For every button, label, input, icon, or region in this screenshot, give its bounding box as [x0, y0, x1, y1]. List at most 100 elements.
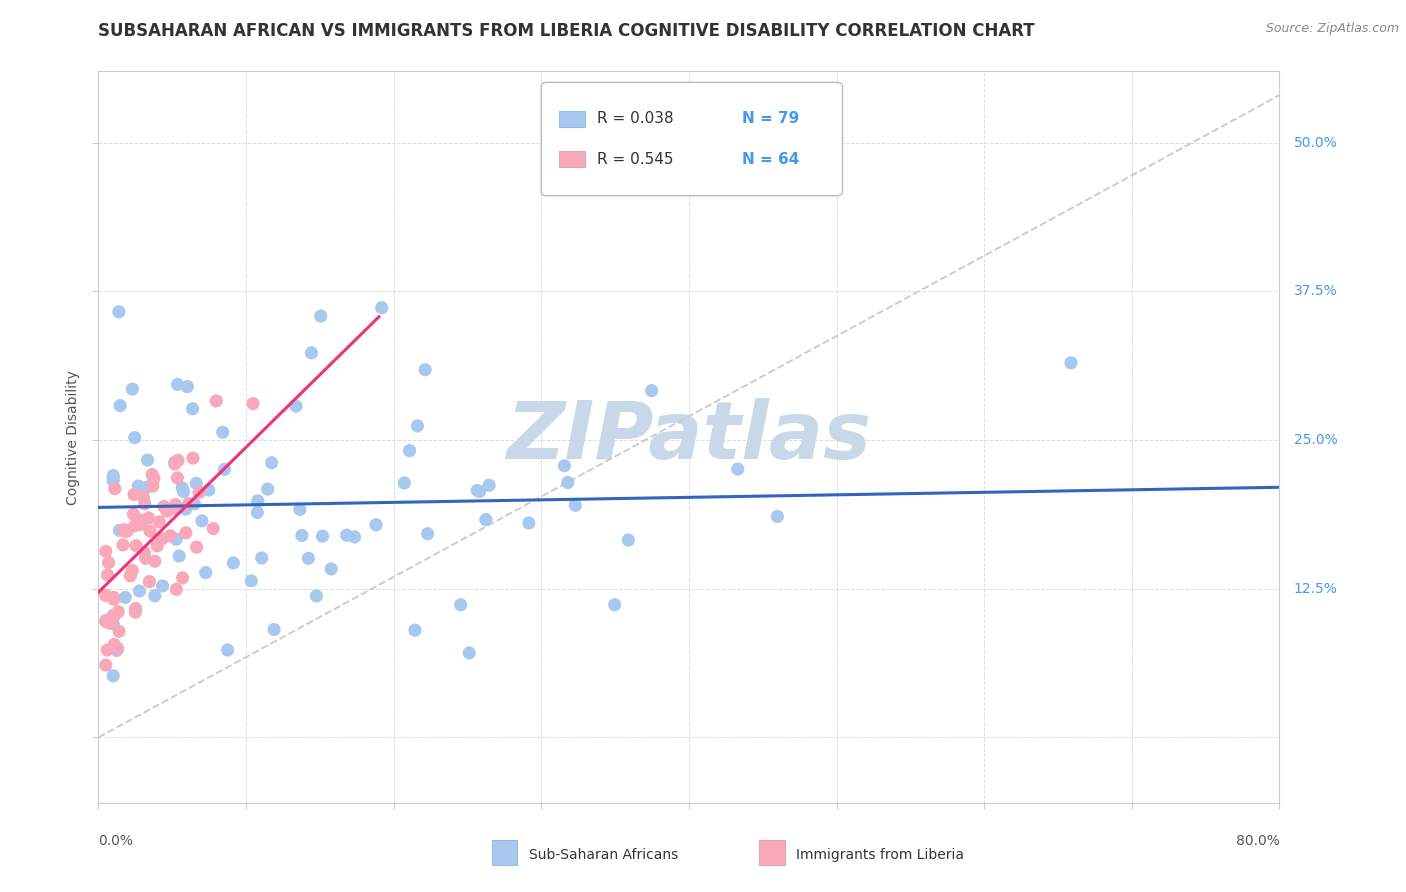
Text: Source: ZipAtlas.com: Source: ZipAtlas.com	[1265, 22, 1399, 36]
Text: 0.0%: 0.0%	[98, 834, 134, 848]
Point	[202, 522, 225, 536]
Text: Sub-Saharan Africans: Sub-Saharan Africans	[529, 847, 678, 862]
Point	[242, 396, 264, 410]
Text: N = 79: N = 79	[742, 112, 800, 127]
Point	[128, 584, 150, 599]
Point	[127, 479, 149, 493]
Point	[564, 499, 586, 513]
Point	[167, 549, 190, 563]
Point	[139, 524, 162, 538]
Point	[124, 601, 146, 615]
Point	[138, 574, 160, 589]
Point	[143, 589, 166, 603]
Point	[177, 496, 200, 510]
Point	[163, 501, 186, 516]
Point	[188, 485, 211, 500]
Point	[103, 471, 125, 485]
Point	[299, 346, 322, 360]
Point	[458, 646, 481, 660]
Point	[260, 456, 283, 470]
Point	[163, 455, 186, 469]
Point	[152, 579, 174, 593]
Point	[111, 538, 134, 552]
Point	[120, 568, 142, 582]
Point	[311, 529, 333, 543]
Text: 50.0%: 50.0%	[1294, 136, 1337, 150]
Point	[115, 524, 138, 538]
Point	[148, 515, 170, 529]
Point	[142, 479, 165, 493]
Point	[108, 399, 131, 413]
Point	[394, 475, 416, 490]
Point	[343, 530, 366, 544]
Point	[305, 589, 328, 603]
Point	[103, 592, 125, 607]
Point	[159, 529, 181, 543]
Point	[288, 502, 311, 516]
Point	[183, 497, 205, 511]
Point	[321, 562, 343, 576]
Point	[617, 533, 640, 548]
Point	[766, 509, 789, 524]
Point	[94, 614, 117, 628]
Point	[124, 431, 146, 445]
Point	[96, 568, 118, 582]
Point	[181, 451, 204, 466]
Point	[156, 504, 179, 518]
Point	[121, 382, 143, 396]
Point	[211, 425, 233, 440]
Point	[297, 551, 319, 566]
Point	[94, 544, 117, 558]
Point	[97, 556, 120, 570]
Point	[285, 399, 308, 413]
Point	[121, 564, 143, 578]
Point	[186, 476, 208, 491]
Text: ZIPatlas: ZIPatlas	[506, 398, 872, 476]
Point	[112, 523, 135, 537]
Text: R = 0.038: R = 0.038	[596, 112, 673, 127]
Point	[107, 641, 129, 656]
Text: SUBSAHARAN AFRICAN VS IMMIGRANTS FROM LIBERIA COGNITIVE DISABILITY CORRELATION C: SUBSAHARAN AFRICAN VS IMMIGRANTS FROM LI…	[98, 22, 1035, 40]
Point	[174, 502, 197, 516]
Point	[103, 616, 125, 631]
Point	[136, 480, 159, 494]
Point	[146, 539, 169, 553]
Point	[103, 591, 125, 605]
Point	[194, 566, 217, 580]
Text: 25.0%: 25.0%	[1294, 433, 1337, 447]
Point	[250, 551, 273, 566]
Point	[603, 598, 626, 612]
Point	[364, 517, 387, 532]
Point	[142, 471, 165, 485]
Point	[136, 453, 159, 467]
Text: R = 0.545: R = 0.545	[596, 152, 673, 167]
Point	[465, 483, 488, 498]
Point	[114, 591, 136, 605]
Text: N = 64: N = 64	[742, 152, 800, 167]
Point	[122, 487, 145, 501]
Point	[406, 418, 429, 433]
Point	[246, 494, 269, 508]
FancyBboxPatch shape	[541, 82, 842, 195]
Point	[134, 497, 156, 511]
Point	[103, 637, 125, 651]
Point	[98, 616, 121, 631]
Point	[104, 608, 127, 623]
Point	[176, 379, 198, 393]
Point	[124, 519, 146, 533]
Point	[165, 582, 187, 597]
Point	[103, 468, 125, 483]
Point	[129, 517, 152, 532]
Point	[124, 605, 146, 619]
Point	[103, 474, 125, 488]
Point	[256, 482, 278, 496]
Point	[163, 457, 186, 471]
Point	[129, 513, 152, 527]
Point	[105, 643, 128, 657]
Point	[153, 500, 176, 514]
Text: 37.5%: 37.5%	[1294, 285, 1337, 299]
Point	[103, 608, 125, 623]
Point	[172, 571, 194, 585]
Point	[165, 498, 187, 512]
Point	[214, 462, 236, 476]
